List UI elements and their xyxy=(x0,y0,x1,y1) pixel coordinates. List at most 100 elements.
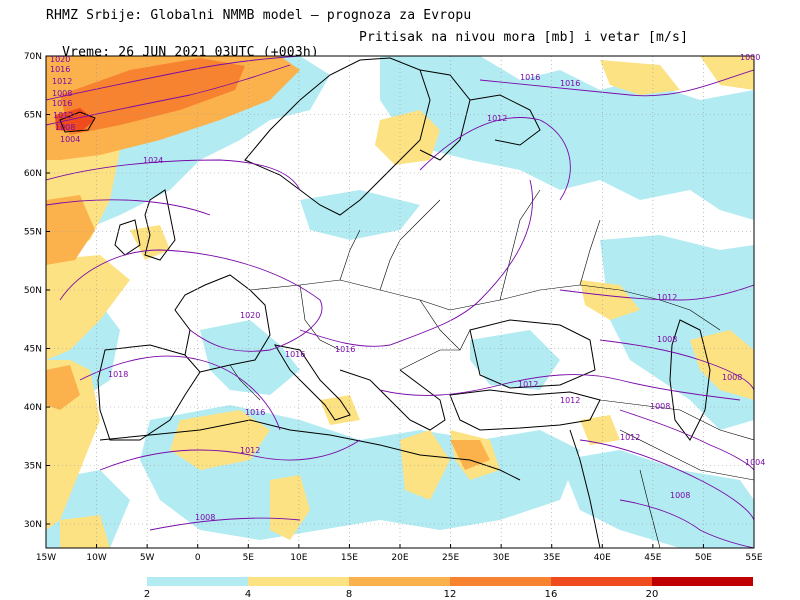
isobar-label: 1012 xyxy=(240,446,260,455)
isobar-label: 1008 xyxy=(195,513,215,522)
colorbar-label: 16 xyxy=(544,589,558,600)
lat-tick-label: 60N xyxy=(24,169,42,179)
isobar-line xyxy=(559,284,754,301)
isobar-label: 1000 xyxy=(740,53,760,62)
isobar-label: 1008 xyxy=(722,373,742,382)
lon-tick-label: 15E xyxy=(341,553,358,563)
italy-coast xyxy=(273,344,351,421)
isobar-line xyxy=(579,439,754,521)
colorbar-label: 8 xyxy=(345,589,353,600)
isobar-line xyxy=(419,117,571,201)
caspian-coast xyxy=(669,319,711,441)
isobar-label: 1008 xyxy=(657,335,677,344)
wind-4-8-areas xyxy=(46,56,754,548)
latitude-axis: 70N 65N 60N 55N 50N 45N 40N 35N 30N xyxy=(24,52,50,530)
britain-coast xyxy=(144,189,176,261)
lat-tick-label: 70N xyxy=(24,52,42,62)
colorbar-label: 4 xyxy=(244,589,252,600)
lon-tick-label: 55E xyxy=(745,553,762,563)
isobar-label: 1020 xyxy=(50,55,70,64)
isobar-label: 1012 xyxy=(53,111,73,120)
lat-tick-label: 30N xyxy=(24,520,42,530)
isobar-label: 1012 xyxy=(657,293,677,302)
colorbar-swatch xyxy=(349,577,450,586)
isobars xyxy=(46,56,754,548)
white-sea-coast xyxy=(469,94,541,146)
isobar-label: 1016 xyxy=(560,79,580,88)
colorbar-label: 2 xyxy=(143,589,151,600)
isobar-label: 1016 xyxy=(520,73,540,82)
lon-tick-label: 5E xyxy=(243,553,255,563)
isobar-line xyxy=(46,159,301,191)
coastlines xyxy=(59,57,711,548)
isobar-label: 1008 xyxy=(52,89,72,98)
lat-tick-label: 55N xyxy=(24,228,42,238)
colorbar-label: 20 xyxy=(645,589,659,600)
wind-12-16-areas xyxy=(60,58,245,135)
lon-tick-label: 5W xyxy=(140,553,155,563)
colorbar-swatch xyxy=(248,577,349,586)
ireland-coast xyxy=(114,219,141,256)
field-description: Pritisak na nivou mora [mb] i vetar [m/s… xyxy=(359,30,689,45)
lat-tick-label: 65N xyxy=(24,111,42,121)
isobar-line xyxy=(99,439,361,471)
isobar-line xyxy=(59,249,323,352)
iberia-coast xyxy=(97,344,201,441)
lat-tick-label: 45N xyxy=(24,345,42,355)
lon-tick-label: 40E xyxy=(594,553,611,563)
isobar-label: 1016 xyxy=(52,99,72,108)
isobar-label: 1016 xyxy=(245,408,265,417)
france-coast xyxy=(174,274,271,373)
lon-tick-label: 0 xyxy=(195,553,201,563)
lon-tick-label: 10W xyxy=(86,553,106,563)
wind-speed-shading xyxy=(46,56,754,548)
isobar-label: 1016 xyxy=(50,65,70,74)
black-sea-coast xyxy=(469,319,596,389)
isobar-label: 1012 xyxy=(560,396,580,405)
lon-tick-label: 20E xyxy=(391,553,408,563)
scandinavia-coast xyxy=(244,57,431,216)
wind-speed-colorbar xyxy=(147,577,753,586)
chart-title: RHMZ Srbije: Globalni NMMB model — progn… xyxy=(46,8,472,23)
isobar-label: 1016 xyxy=(285,350,305,359)
isobar-line xyxy=(46,64,291,126)
isobar-label: 1008 xyxy=(55,123,75,132)
isobar-label: 1012 xyxy=(52,77,72,86)
isobar-line xyxy=(149,517,301,531)
isobar-label: 1004 xyxy=(60,135,80,144)
balkans-coast xyxy=(339,369,446,431)
isobar-line xyxy=(46,56,301,101)
isobar-line xyxy=(599,339,754,391)
isobar-line xyxy=(46,199,211,216)
isobar-label: 1024 xyxy=(143,156,163,165)
lat-tick-label: 40N xyxy=(24,403,42,413)
lat-tick-label: 50N xyxy=(24,286,42,296)
isobar-label: 1016 xyxy=(335,345,355,354)
colorbar-swatch xyxy=(147,577,248,586)
colorbar-swatch xyxy=(551,577,652,586)
longitude-axis: 15W 10W 5W 0 5E 10E 15E 20E 25E 30E 35E 40E 45E 50E 55… xyxy=(36,544,763,563)
lat-tick-label: 35N xyxy=(24,462,42,472)
lon-tick-label: 35E xyxy=(543,553,560,563)
lon-tick-label: 15W xyxy=(36,553,56,563)
colorbar-swatch xyxy=(652,577,753,586)
isobar-label: 1008 xyxy=(670,491,690,500)
isobar-line xyxy=(79,355,281,431)
iceland-coast xyxy=(59,111,96,133)
lon-tick-label: 50E xyxy=(695,553,712,563)
isobar-line xyxy=(619,499,754,548)
isobar-label: 1004 xyxy=(745,458,765,467)
north-africa-coast xyxy=(99,419,521,481)
isobar-label: 1008 xyxy=(650,402,670,411)
lon-tick-label: 10E xyxy=(290,553,307,563)
isobar-label: 1012 xyxy=(487,114,507,123)
lon-tick-label: 30E xyxy=(493,553,510,563)
isobar-line xyxy=(479,69,754,97)
isobar-label: 1020 xyxy=(240,311,260,320)
isobar-label: 1012 xyxy=(620,433,640,442)
isobar-label: 1018 xyxy=(108,370,128,379)
isobar-line xyxy=(619,409,754,471)
isobar-labels: 1024102010161016101210161018101610121008… xyxy=(50,53,765,522)
isobar-line xyxy=(379,374,741,401)
